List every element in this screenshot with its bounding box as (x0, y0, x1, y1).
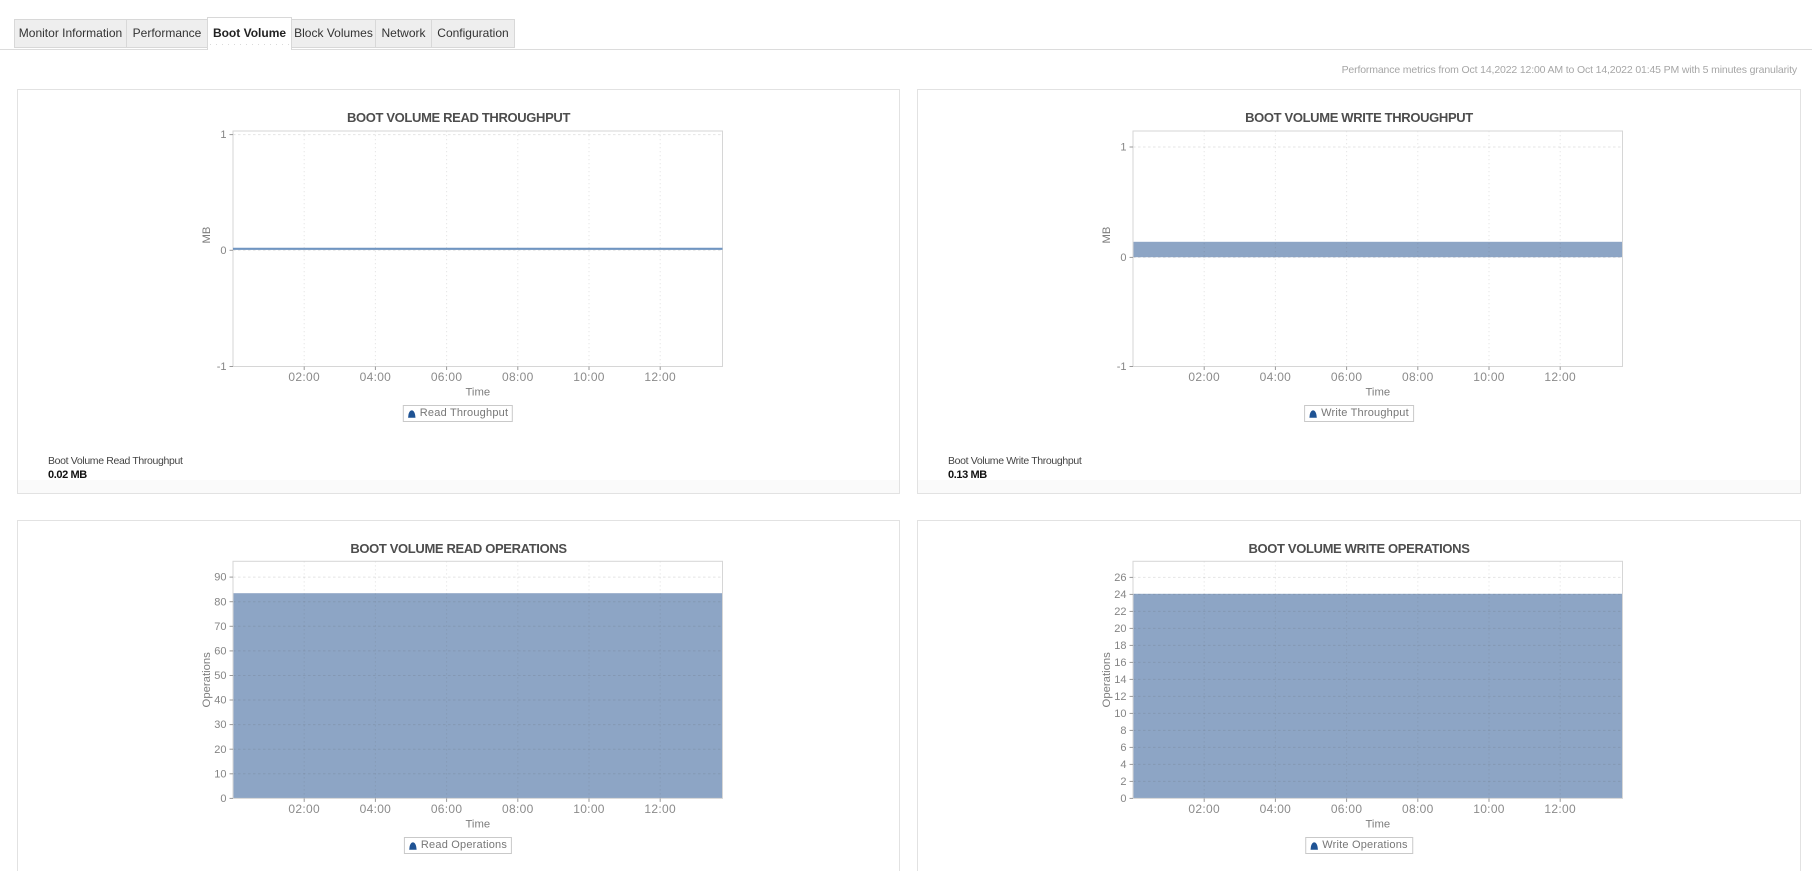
svg-text:12:00: 12:00 (644, 370, 676, 384)
svg-text:20: 20 (1114, 623, 1126, 635)
svg-text:18: 18 (1114, 640, 1126, 652)
svg-text:Time: Time (465, 387, 490, 399)
svg-text:6: 6 (1120, 742, 1126, 754)
svg-text:40: 40 (214, 695, 226, 707)
svg-text:12:00: 12:00 (1544, 802, 1576, 816)
svg-text:02:00: 02:00 (288, 802, 320, 816)
svg-text:04:00: 04:00 (1260, 802, 1292, 816)
svg-text:0: 0 (220, 245, 226, 257)
svg-text:MB: MB (1101, 227, 1113, 244)
svg-text:26: 26 (1114, 572, 1126, 584)
svg-text:02:00: 02:00 (1188, 802, 1220, 816)
svg-text:60: 60 (214, 646, 226, 658)
svg-text:Time: Time (1365, 387, 1390, 399)
svg-text:14: 14 (1114, 674, 1126, 686)
svg-text:0: 0 (220, 793, 226, 805)
svg-text:30: 30 (214, 719, 226, 731)
svg-text:10: 10 (214, 768, 226, 780)
svg-text:Time: Time (465, 818, 490, 830)
svg-text:90: 90 (214, 572, 226, 584)
svg-text:8: 8 (1120, 725, 1126, 737)
svg-text:MB: MB (201, 227, 213, 244)
svg-text:Time: Time (1365, 818, 1390, 830)
svg-text:10:00: 10:00 (1473, 802, 1505, 816)
svg-text:10: 10 (1114, 708, 1126, 720)
svg-text:2: 2 (1120, 776, 1126, 788)
svg-text:08:00: 08:00 (502, 802, 534, 816)
svg-text:08:00: 08:00 (1402, 370, 1434, 384)
svg-text:06:00: 06:00 (1331, 370, 1363, 384)
svg-text:20: 20 (214, 744, 226, 756)
svg-text:1: 1 (220, 129, 226, 141)
svg-text:06:00: 06:00 (1331, 802, 1363, 816)
svg-text:10:00: 10:00 (1473, 370, 1505, 384)
svg-text:50: 50 (214, 670, 226, 682)
svg-text:22: 22 (1114, 606, 1126, 618)
svg-text:02:00: 02:00 (1188, 370, 1220, 384)
svg-text:24: 24 (1114, 589, 1126, 601)
svg-text:0: 0 (1120, 252, 1126, 264)
svg-text:02:00: 02:00 (288, 370, 320, 384)
svg-text:1: 1 (1120, 142, 1126, 154)
svg-text:06:00: 06:00 (431, 370, 463, 384)
svg-text:10:00: 10:00 (573, 370, 605, 384)
svg-text:16: 16 (1114, 657, 1126, 669)
svg-text:0: 0 (1120, 793, 1126, 805)
svg-text:Operations: Operations (201, 652, 213, 708)
svg-text:12:00: 12:00 (644, 802, 676, 816)
svg-text:70: 70 (214, 621, 226, 633)
svg-text:12:00: 12:00 (1544, 370, 1576, 384)
svg-text:-1: -1 (217, 361, 227, 373)
svg-text:80: 80 (214, 596, 226, 608)
svg-text:04:00: 04:00 (1260, 370, 1292, 384)
svg-text:12: 12 (1114, 691, 1126, 703)
svg-text:04:00: 04:00 (360, 370, 392, 384)
svg-text:08:00: 08:00 (1402, 802, 1434, 816)
svg-text:08:00: 08:00 (502, 370, 534, 384)
svg-text:06:00: 06:00 (431, 802, 463, 816)
svg-text:Operations: Operations (1101, 652, 1113, 708)
svg-text:10:00: 10:00 (573, 802, 605, 816)
svg-text:4: 4 (1120, 759, 1126, 771)
svg-text:-1: -1 (1117, 361, 1127, 373)
svg-text:04:00: 04:00 (360, 802, 392, 816)
